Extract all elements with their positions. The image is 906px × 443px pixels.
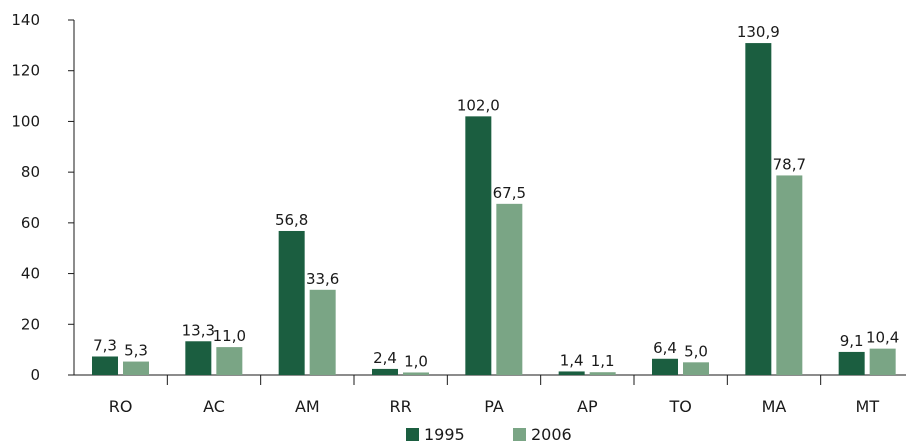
bar-1995-ap	[558, 371, 585, 375]
y-tick-label: 100	[11, 112, 40, 130]
y-tick-label: 140	[11, 11, 40, 29]
bar-1995-ac	[185, 341, 212, 375]
data-label-1995-ro: 7,3	[93, 336, 117, 354]
bar-1995-ro	[92, 356, 118, 375]
data-label-1995-mt: 9,1	[840, 332, 864, 350]
y-tick-label: 40	[21, 265, 40, 283]
data-label-1995-pa: 102,0	[457, 96, 500, 114]
legend-swatch-2006	[513, 428, 526, 441]
bar-2006-to	[683, 362, 709, 375]
data-label-2006-mt: 10,4	[866, 329, 899, 347]
data-label-2006-ac: 11,0	[213, 327, 246, 345]
data-label-2006-ma: 78,7	[773, 155, 806, 173]
data-label-2006-ap: 1,1	[591, 352, 615, 370]
legend-label-2006: 2006	[531, 425, 572, 443]
bar-2006-ma	[776, 175, 803, 375]
bar-2006-ro	[123, 361, 149, 375]
bar-1995-to	[652, 358, 678, 375]
data-label-1995-rr: 2,4	[373, 349, 397, 367]
x-tick-label-ro: RO	[109, 397, 133, 416]
legend: 1995 2006	[406, 425, 572, 443]
bar-1995-rr	[372, 368, 398, 375]
bar-1995-ma	[745, 43, 772, 375]
x-tick-label-mt: MT	[856, 397, 880, 416]
data-label-1995-ac: 13,3	[182, 321, 215, 339]
bar-2006-pa	[496, 203, 523, 375]
x-tick-label-to: TO	[668, 397, 691, 416]
y-tick-label: 60	[21, 214, 40, 232]
data-label-2006-rr: 1,0	[404, 352, 428, 370]
data-label-1995-ap: 1,4	[560, 351, 584, 369]
x-tick-label-ma: MA	[762, 397, 787, 416]
data-label-2006-to: 5,0	[684, 342, 708, 360]
bar-1995-pa	[465, 116, 492, 375]
x-axis: RO AC AM RR PA AP TO MA MT	[68, 374, 906, 416]
y-tick-label: 80	[21, 163, 40, 181]
y-tick-label: 20	[21, 315, 40, 333]
legend-label-1995: 1995	[424, 425, 465, 443]
bar-2006-ap	[589, 372, 616, 375]
data-label-1995-ma: 130,9	[737, 23, 780, 41]
y-tick-label: 0	[30, 366, 40, 384]
legend-swatch-1995	[406, 428, 419, 441]
x-tick-label-ap: AP	[577, 397, 598, 416]
bar-1995-am	[278, 230, 305, 375]
bar-1995-mt	[838, 351, 865, 375]
x-tick-label-rr: RR	[390, 397, 412, 416]
x-tick-label-ac: AC	[203, 397, 225, 416]
y-axis: 0 20 40 60 80 100 120 140	[11, 11, 75, 384]
bars	[92, 43, 896, 375]
y-tick-label: 120	[11, 62, 40, 80]
bar-2006-mt	[869, 348, 896, 375]
bar-2006-am	[309, 289, 336, 375]
bar-2006-rr	[403, 372, 429, 375]
data-label-2006-am: 33,6	[306, 270, 339, 288]
data-label-2006-ro: 5,3	[124, 342, 148, 360]
bar-2006-ac	[216, 347, 243, 375]
data-label-2006-pa: 67,5	[493, 184, 526, 202]
data-label-1995-to: 6,4	[653, 339, 677, 357]
data-label-1995-am: 56,8	[275, 211, 308, 229]
x-tick-label-am: AM	[295, 397, 320, 416]
data-labels: 7,3 5,3 13,311,0 56,8 33,6 2,4 1,0 102,0 67,5 1,4…	[93, 23, 899, 370]
x-tick-label-pa: PA	[484, 397, 504, 416]
